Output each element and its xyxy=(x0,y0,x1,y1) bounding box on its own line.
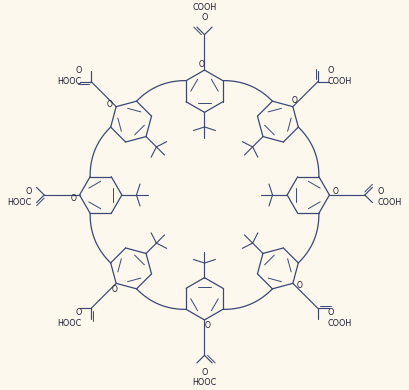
Text: COOH: COOH xyxy=(378,198,402,207)
Text: COOH: COOH xyxy=(327,319,352,328)
Text: COOH: COOH xyxy=(327,77,352,86)
Text: O: O xyxy=(111,285,117,294)
Text: O: O xyxy=(327,308,334,317)
Text: O: O xyxy=(75,66,82,75)
Text: O: O xyxy=(71,193,77,202)
Text: O: O xyxy=(296,281,302,290)
Text: HOOC: HOOC xyxy=(7,198,31,207)
Text: O: O xyxy=(378,188,384,197)
Text: HOOC: HOOC xyxy=(57,319,82,328)
Text: O: O xyxy=(332,188,338,197)
Text: O: O xyxy=(292,96,298,105)
Text: O: O xyxy=(327,66,334,75)
Text: O: O xyxy=(201,13,208,22)
Text: O: O xyxy=(75,308,82,317)
Text: O: O xyxy=(198,60,204,69)
Text: O: O xyxy=(204,321,211,330)
Text: O: O xyxy=(107,100,113,109)
Text: HOOC: HOOC xyxy=(57,77,82,86)
Text: O: O xyxy=(25,188,31,197)
Text: COOH: COOH xyxy=(192,3,217,12)
Text: HOOC: HOOC xyxy=(192,378,217,387)
Text: O: O xyxy=(201,368,208,377)
